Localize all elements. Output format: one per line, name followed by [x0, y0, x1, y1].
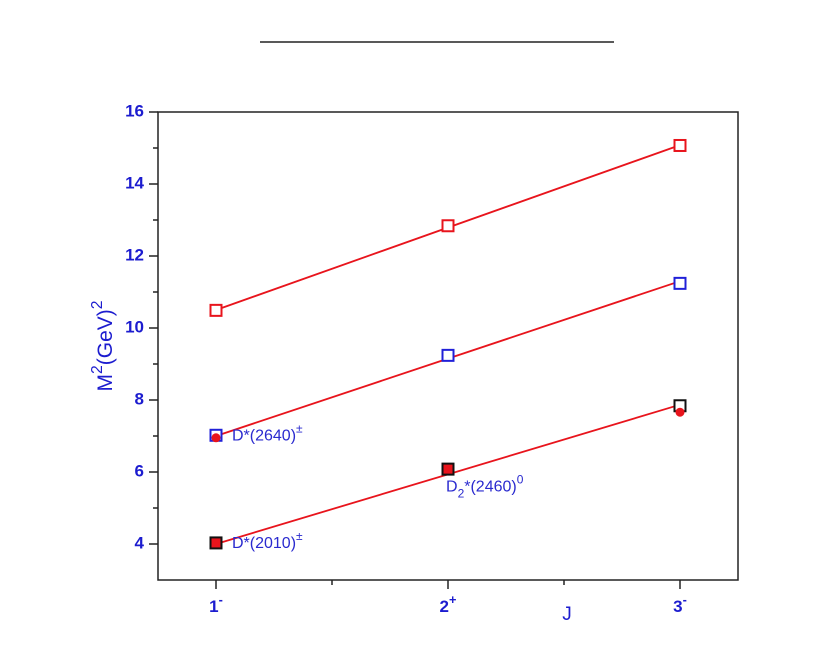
text-part: 2 — [89, 300, 106, 309]
point — [673, 138, 687, 152]
text-part: 2 — [458, 487, 465, 501]
point — [441, 462, 455, 476]
tick-sup: - — [683, 592, 687, 607]
tick-text: 3 — [673, 597, 682, 616]
x-tick-label: 2+ — [440, 592, 457, 617]
point — [441, 348, 455, 362]
tick-text: 2 — [440, 597, 449, 616]
y-tick-label: 6 — [135, 461, 144, 480]
y-tick-label: 8 — [135, 389, 144, 408]
annotation: D*(2640)± — [232, 421, 303, 444]
y-tick-label: 4 — [135, 533, 145, 552]
point — [211, 433, 221, 443]
text-part: D — [446, 479, 458, 496]
text-part: D*(2640) — [232, 427, 296, 444]
y-tick-label: 12 — [125, 245, 144, 264]
x-axis-label: J — [562, 604, 572, 625]
text-part: 0 — [517, 473, 524, 487]
point — [675, 407, 685, 417]
point — [209, 536, 223, 550]
annotation: D*(2010)± — [232, 529, 303, 552]
y-axis-label: M2(GeV)2 — [89, 300, 117, 391]
x-tick-label: 1- — [209, 592, 223, 617]
x-tick-label: 3- — [673, 592, 687, 617]
text-part: *(2460) — [464, 479, 516, 496]
text-part: M — [94, 374, 117, 392]
text-part: ± — [296, 529, 303, 543]
point — [441, 219, 455, 233]
point — [673, 276, 687, 290]
annotation: D2*(2460)0 — [446, 473, 524, 501]
text-part: ± — [296, 421, 303, 435]
tick-text: 1 — [209, 597, 218, 616]
text-part: D*(2010) — [232, 535, 296, 552]
tick-sup: - — [219, 592, 223, 607]
text-part: 2 — [89, 365, 106, 374]
y-tick-label: 16 — [125, 101, 144, 120]
tick-sup: + — [449, 592, 456, 607]
plot-frame — [157, 111, 739, 581]
y-tick-label: 10 — [125, 317, 144, 336]
text-part: (GeV) — [94, 309, 117, 365]
point — [209, 303, 223, 317]
y-tick-label: 14 — [125, 173, 144, 192]
